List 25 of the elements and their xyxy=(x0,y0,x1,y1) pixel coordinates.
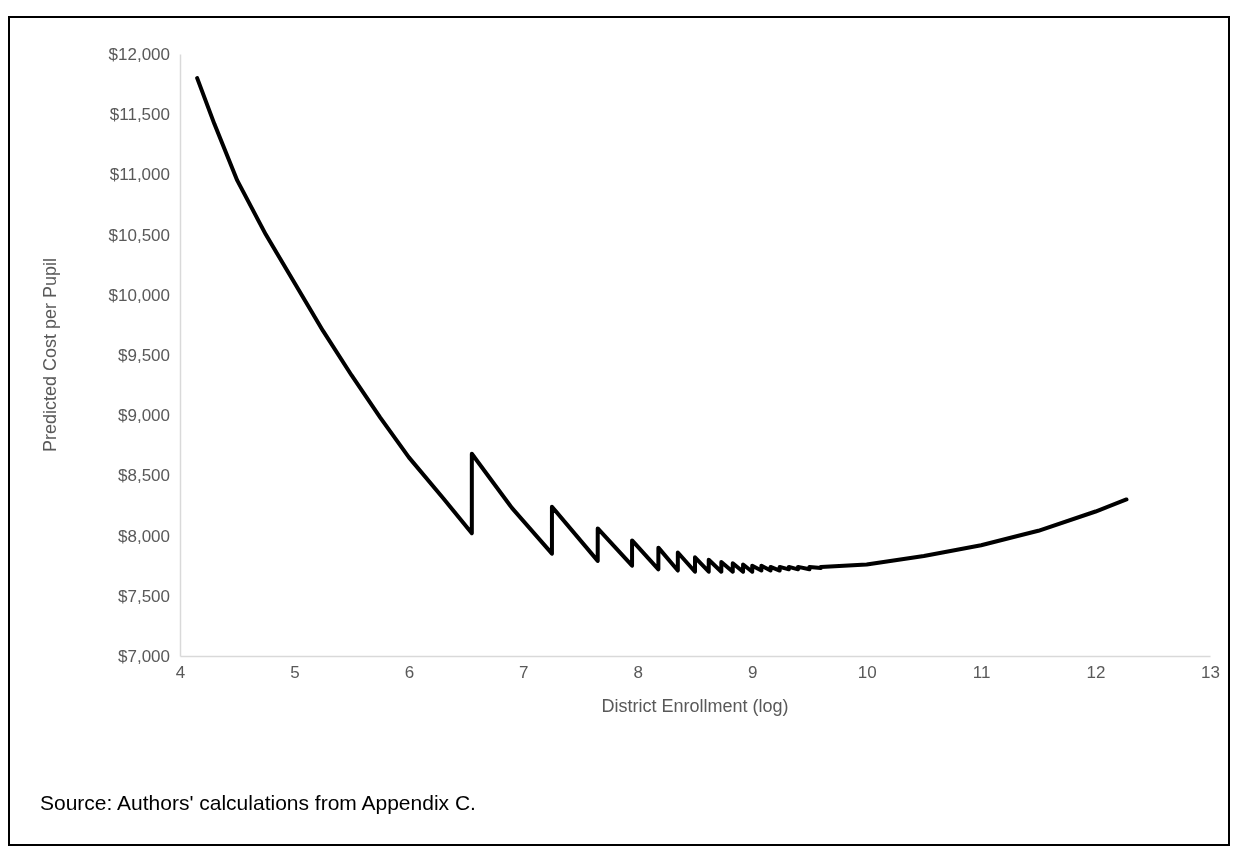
y-tick-label: $10,000 xyxy=(108,285,170,305)
x-tick-label: 6 xyxy=(404,663,415,683)
y-tick-label: $8,500 xyxy=(118,466,170,486)
line-series xyxy=(195,76,1129,574)
x-tick-label: 9 xyxy=(747,663,758,683)
x-axis-title: District Enrollment (log) xyxy=(601,696,789,716)
y-tick-label: $9,000 xyxy=(118,406,170,426)
y-tick-label: $12,000 xyxy=(108,44,170,64)
x-tick-label: 10 xyxy=(857,663,877,683)
y-tick-label: $11,000 xyxy=(109,165,170,185)
y-tick-label: $8,000 xyxy=(118,526,170,546)
y-tick-label: $9,500 xyxy=(118,345,170,365)
x-tick-label: 13 xyxy=(1201,663,1220,683)
y-tick-label: $7,500 xyxy=(118,586,170,606)
x-tick-label: 11 xyxy=(972,663,991,683)
y-tick-label: $11,500 xyxy=(109,105,170,125)
x-tick-label: 5 xyxy=(290,663,300,683)
x-tick-label: 7 xyxy=(519,663,529,683)
y-axis-title: Predicted Cost per Pupil xyxy=(40,257,60,453)
x-tick-label: 12 xyxy=(1086,663,1106,683)
y-tick-label: $7,000 xyxy=(118,646,170,666)
source-note: Source: Authors' calculations from Appendix C. xyxy=(40,791,476,814)
x-tick-label: 4 xyxy=(175,663,186,683)
y-tick-label: $10,500 xyxy=(108,225,170,245)
x-tick-label: 8 xyxy=(633,663,644,683)
